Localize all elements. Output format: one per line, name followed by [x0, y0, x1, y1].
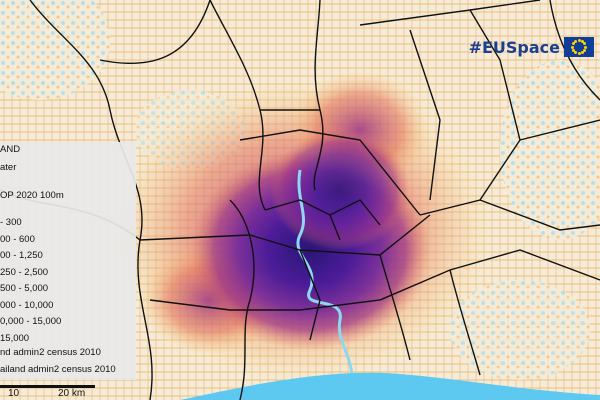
- legend-class-label: 15,000: [0, 332, 30, 344]
- eu-space-branding: #EUSpace: [469, 36, 594, 58]
- flag-star: [574, 39, 578, 43]
- wetland-area: [0, 0, 110, 100]
- flag-star: [571, 42, 575, 46]
- legend-class-row: - 300: [0, 217, 22, 228]
- flag-star: [574, 51, 578, 55]
- map-legend: AND ater OP 2020 100m - 300 00 - 600 00 - …: [0, 142, 136, 380]
- legend-population-title: OP 2020 100m: [0, 190, 64, 201]
- flag-star: [580, 51, 584, 55]
- wetland-area: [500, 60, 600, 240]
- flag-star: [577, 52, 581, 55]
- legend-class-label: 500 - 5,000: [0, 283, 49, 294]
- legend-admin-census-a: nd admin2 census 2010: [0, 347, 101, 358]
- legend-class-row: 00 - 600: [0, 234, 35, 245]
- river: [296, 169, 354, 400]
- sea: [180, 372, 600, 400]
- flag-star: [571, 45, 574, 49]
- scale-mid-label: 10: [8, 388, 20, 399]
- legend-class-row: 500 - 5,000: [0, 283, 48, 294]
- flag-star: [584, 45, 587, 49]
- legend-admin-census-b: ailand admin2 census 2010: [0, 364, 116, 375]
- urban-core: [270, 130, 410, 250]
- legend-class-label: 0,000 - 15,000: [0, 316, 62, 327]
- legend-class-row: 250 - 2,500: [0, 267, 48, 278]
- brand-text: #EUSpace: [468, 37, 560, 57]
- legend-class-label: 000 - 10,000: [0, 299, 54, 311]
- legend-class-row: 0,000 - 15,000: [0, 316, 61, 327]
- legend-class-row: 00 - 1,250: [0, 250, 43, 261]
- scale-bar: 10 20 km: [0, 380, 150, 400]
- legend-water-label: ater: [0, 162, 17, 173]
- flag-star: [577, 39, 581, 42]
- legend-class-row: 15,000: [0, 333, 29, 344]
- flag-star: [571, 48, 575, 52]
- scale-end-label: 20 km: [58, 388, 86, 399]
- legend-class-label: 250 - 2,500: [0, 266, 49, 278]
- legend-title: AND: [0, 144, 21, 155]
- legend-class-label: - 300: [0, 217, 22, 228]
- scale-line: [0, 385, 95, 388]
- flag-star: [583, 42, 587, 46]
- legend-class-label: 00 - 1,250: [0, 250, 43, 261]
- legend-class-row: 000 - 10,000: [0, 300, 53, 311]
- flag-star: [580, 39, 584, 43]
- eu-flag-icon: [564, 37, 594, 57]
- flag-star: [583, 48, 587, 52]
- wetland-area: [450, 280, 590, 380]
- legend-class-label: 00 - 600: [0, 233, 35, 245]
